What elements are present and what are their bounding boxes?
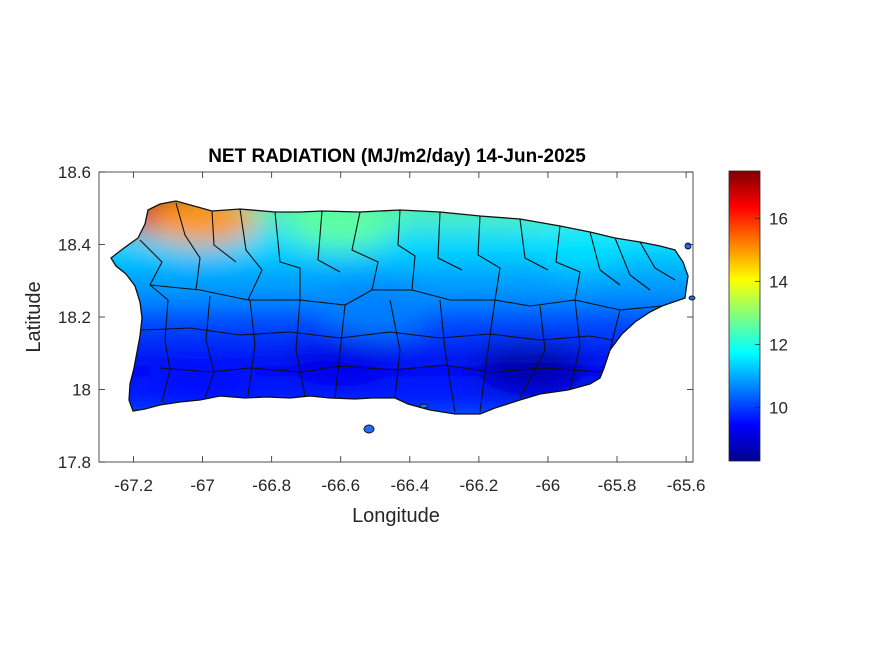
- municipal-boundary: [211, 210, 237, 263]
- municipal-boundary: [334, 304, 346, 399]
- y-axis-label: Latitude: [23, 281, 45, 352]
- field-cell: [320, 283, 431, 336]
- municipal-boundary: [389, 299, 401, 399]
- y-tick-label: 18.2: [58, 308, 91, 327]
- field-cell: [285, 334, 396, 387]
- x-tick-label: -65.6: [667, 476, 706, 495]
- small-island: [419, 403, 429, 409]
- municipal-boundary: [609, 309, 621, 351]
- municipal-boundary: [519, 218, 549, 271]
- municipal-boundary: [274, 211, 301, 300]
- x-tick-label: -65.8: [598, 476, 637, 495]
- municipal-boundary: [161, 299, 171, 403]
- x-tick-label: -67.2: [114, 476, 153, 495]
- municipal-boundary: [614, 237, 651, 291]
- colorbar-ticks: 10 12 14 16: [755, 209, 788, 417]
- municipal-boundary: [204, 295, 215, 399]
- y-tick-label: 17.8: [58, 453, 91, 472]
- x-tick-label: -66.8: [252, 476, 291, 495]
- municipal-boundaries: [139, 202, 676, 413]
- municipal-boundary: [479, 299, 496, 413]
- municipal-boundary: [639, 241, 676, 281]
- small-islands: [363, 242, 696, 434]
- x-tick-label: -66.2: [460, 476, 499, 495]
- small-island: [363, 424, 375, 434]
- y-tick-label: 18.6: [58, 163, 91, 182]
- small-island: [688, 295, 696, 301]
- municipal-boundary: [569, 299, 581, 391]
- x-tick-label: -66.6: [321, 476, 360, 495]
- field-cell: [475, 341, 586, 394]
- colorbar-tick-label: 10: [769, 398, 788, 417]
- x-axis-label: Longitude: [352, 505, 440, 527]
- x-tick-label: -67: [190, 476, 215, 495]
- x-axis: -67.2 -67 -66.8 -66.6 -66.4 -66.2 -66 -65.8 -65.…: [114, 172, 705, 495]
- small-island: [684, 242, 692, 250]
- municipal-boundary: [317, 210, 341, 273]
- municipal-boundary: [247, 299, 256, 397]
- y-axis: 17.8 18 18.2 18.4 18.6: [58, 163, 693, 472]
- municipal-boundary: [397, 209, 416, 291]
- colorbar-tick-label: 14: [769, 272, 788, 291]
- municipal-boundary: [351, 211, 379, 291]
- municipal-boundary: [141, 327, 613, 341]
- municipal-boundary: [477, 215, 501, 301]
- x-tick-label: -66: [536, 476, 561, 495]
- colorbar-tick-label: 16: [769, 209, 788, 228]
- colorbar-tick-label: 12: [769, 335, 788, 354]
- municipal-boundary: [437, 211, 463, 271]
- municipal-boundary: [589, 231, 621, 286]
- municipal-boundary: [239, 208, 263, 301]
- municipal-boundary: [555, 225, 581, 301]
- colorbar: [728, 170, 761, 462]
- municipal-boundary: [175, 202, 201, 291]
- municipal-boundary: [295, 299, 306, 397]
- x-tick-label: -66.4: [390, 476, 429, 495]
- municipal-boundary: [159, 364, 601, 373]
- municipal-boundary: [439, 299, 456, 413]
- municipal-boundary: [519, 305, 546, 399]
- coastline: [110, 200, 689, 415]
- y-tick-label: 18.4: [58, 236, 91, 255]
- municipal-boundary: [139, 239, 169, 301]
- chart-title: NET RADIATION (MJ/m2/day) 14-Jun-2025: [208, 146, 586, 167]
- y-tick-label: 18: [72, 381, 91, 400]
